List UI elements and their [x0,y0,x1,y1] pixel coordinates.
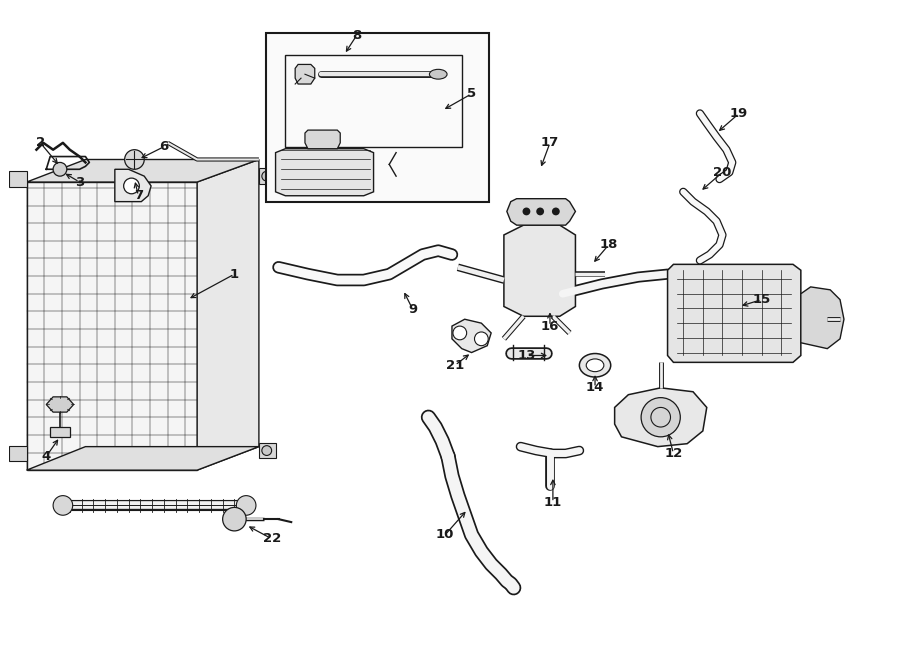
Circle shape [222,508,247,531]
Text: 14: 14 [586,381,604,395]
Text: 4: 4 [41,450,51,463]
Circle shape [641,398,680,437]
Polygon shape [305,130,340,149]
Polygon shape [275,149,374,196]
Polygon shape [46,397,74,412]
Circle shape [53,496,73,515]
Circle shape [453,326,467,340]
Text: 10: 10 [436,528,454,541]
Polygon shape [507,199,575,225]
Text: 17: 17 [541,136,559,149]
Ellipse shape [580,354,611,377]
Polygon shape [259,169,275,184]
Polygon shape [266,33,490,202]
Circle shape [123,178,140,194]
Text: 6: 6 [159,140,168,153]
Text: 3: 3 [75,176,85,188]
Text: 19: 19 [730,107,748,120]
Circle shape [53,163,67,176]
Polygon shape [452,319,491,352]
Polygon shape [504,225,575,317]
Ellipse shape [586,359,604,371]
Polygon shape [27,182,197,470]
Circle shape [552,208,560,215]
Polygon shape [615,388,706,447]
Text: 18: 18 [599,238,618,251]
Text: 20: 20 [714,166,732,178]
Polygon shape [295,64,315,84]
Polygon shape [50,427,70,437]
Text: 15: 15 [752,293,770,306]
Circle shape [262,446,272,455]
Polygon shape [9,446,27,461]
Polygon shape [197,159,259,470]
Text: 22: 22 [263,532,281,545]
Circle shape [237,496,256,515]
Circle shape [262,171,272,181]
Circle shape [124,149,144,169]
Polygon shape [115,169,151,202]
Text: 9: 9 [409,303,418,316]
Text: 21: 21 [446,359,464,371]
Ellipse shape [429,69,447,79]
Text: 2: 2 [36,136,45,149]
Text: 16: 16 [541,319,559,332]
Polygon shape [801,287,844,348]
Polygon shape [9,171,27,187]
Circle shape [523,208,530,215]
Text: 11: 11 [544,496,562,509]
Text: 1: 1 [230,268,239,281]
Polygon shape [27,159,259,182]
Text: 8: 8 [352,28,362,42]
Polygon shape [668,264,801,362]
Circle shape [474,332,488,346]
Circle shape [536,208,544,215]
Text: 7: 7 [134,189,143,202]
Text: 5: 5 [467,87,476,100]
Text: 12: 12 [664,447,682,460]
Text: 13: 13 [518,349,536,362]
Polygon shape [27,447,259,470]
Polygon shape [259,443,275,458]
